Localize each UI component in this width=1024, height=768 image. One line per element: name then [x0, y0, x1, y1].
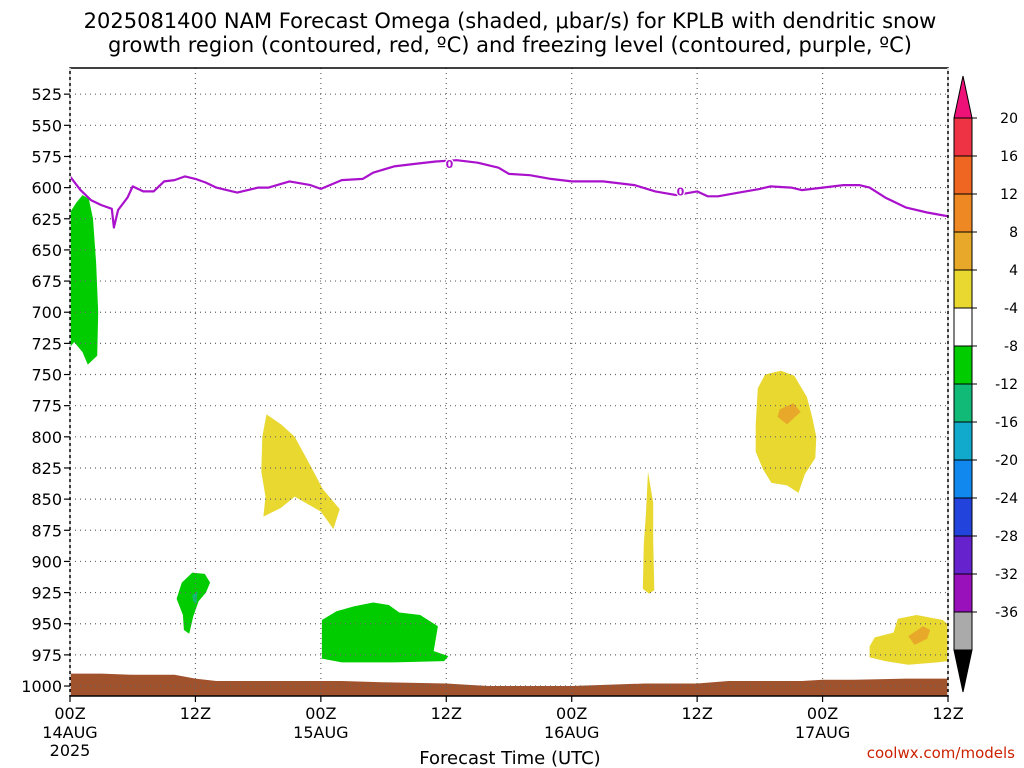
- omega-region: [908, 626, 931, 645]
- y-tick-label: 950: [31, 615, 62, 634]
- colorbar-bottom-arrow: [953, 649, 973, 693]
- colorbar-swatch: [953, 383, 973, 423]
- y-tick-label: 825: [31, 459, 62, 478]
- y-tick-label: 675: [31, 272, 62, 291]
- colorbar-swatch: [953, 231, 973, 271]
- x-axis-title: Forecast Time (UTC): [419, 748, 600, 768]
- colorbar-swatch: [953, 535, 973, 575]
- omega-region: [321, 602, 449, 663]
- x-tick-date-label: 14AUG: [42, 723, 97, 742]
- colorbar-swatch: [953, 307, 973, 347]
- x-tick-label: 12Z: [681, 704, 712, 723]
- omega-region: [261, 414, 340, 529]
- y-tick-label: 575: [31, 147, 62, 166]
- omega-region: [642, 471, 655, 594]
- freezing-level-label: 0: [677, 185, 685, 198]
- colorbar-label: -32: [995, 567, 1018, 583]
- y-tick-label: 700: [31, 303, 62, 322]
- surface-ground: [70, 673, 948, 696]
- y-tick-label: 750: [31, 366, 62, 385]
- omega-region: [176, 572, 211, 634]
- plot-area: 0052555057560062565067570072575077580082…: [21, 67, 964, 760]
- y-tick-label: 650: [31, 241, 62, 260]
- colorbar-label: -8: [1004, 339, 1018, 355]
- omega-region: [70, 195, 99, 365]
- x-tick-label: 12Z: [180, 704, 211, 723]
- omega-region: [869, 615, 948, 665]
- colorbar: 20 16 12 8 4 -4 -8 -12 -16 -20 -24 -28 -32 -36: [953, 75, 1018, 693]
- colorbar-top-arrow: [953, 75, 973, 119]
- colorbar-swatch: [953, 193, 973, 233]
- colorbar-label: 20: [1000, 111, 1018, 127]
- colorbar-swatch: [953, 497, 973, 537]
- x-tick-label: 00Z: [54, 704, 85, 723]
- colorbar-label: -36: [995, 605, 1018, 621]
- x-tick-date-label: 17AUG: [795, 723, 850, 742]
- colorbar-swatch: [953, 421, 973, 461]
- x-tick-date-label: 16AUG: [544, 723, 599, 742]
- colorbar-label: -16: [995, 415, 1018, 431]
- colorbar-label: -12: [995, 377, 1018, 393]
- credit-link[interactable]: coolwx.com/models: [867, 744, 1015, 762]
- chart-title-line-1: 2025081400 NAM Forecast Omega (shaded, μ…: [84, 9, 937, 33]
- colorbar-swatch: [953, 611, 973, 651]
- y-tick-label: 600: [31, 179, 62, 198]
- y-tick-label: 875: [31, 521, 62, 540]
- chart-title-line-2: growth region (contoured, red, ºC) and f…: [108, 33, 912, 57]
- omega-region: [192, 591, 198, 604]
- colorbar-swatch: [953, 459, 973, 499]
- y-tick-label: 1000: [21, 677, 62, 696]
- x-tick-label: 00Z: [807, 704, 838, 723]
- y-tick-label: 900: [31, 552, 62, 571]
- colorbar-label: -20: [995, 453, 1018, 469]
- y-tick-label: 800: [31, 428, 62, 447]
- x-tick-label: 00Z: [556, 704, 587, 723]
- colorbar-label: -4: [1004, 301, 1018, 317]
- y-tick-label: 775: [31, 397, 62, 416]
- y-tick-label: 975: [31, 646, 62, 665]
- y-tick-label: 925: [31, 584, 62, 603]
- freezing-level-label: 0: [446, 158, 454, 171]
- omega-region: [777, 403, 801, 425]
- y-tick-label: 625: [31, 210, 62, 229]
- colorbar-label: 12: [1000, 187, 1018, 203]
- colorbar-swatch: [953, 345, 973, 385]
- colorbar-swatch: [953, 573, 973, 613]
- x-tick-label: 12Z: [932, 704, 963, 723]
- x-tick-label: 00Z: [305, 704, 336, 723]
- colorbar-label: 4: [1009, 263, 1018, 279]
- plot-content: 00: [70, 68, 948, 696]
- plot-background: [70, 68, 948, 696]
- y-tick-label: 850: [31, 490, 62, 509]
- y-tick-label: 525: [31, 85, 62, 104]
- colorbar-swatch: [953, 269, 973, 309]
- x-tick-label: 12Z: [431, 704, 462, 723]
- omega-region: [755, 370, 817, 493]
- colorbar-label: -24: [995, 491, 1018, 507]
- x-tick-date-label: 15AUG: [293, 723, 348, 742]
- colorbar-label: 16: [1000, 149, 1018, 165]
- x-tick-year-label: 2025: [50, 741, 91, 760]
- colorbar-swatch: [953, 117, 973, 157]
- y-tick-label: 725: [31, 334, 62, 353]
- y-tick-label: 550: [31, 116, 62, 135]
- freezing-level-line: [70, 159, 948, 229]
- colorbar-label: -28: [995, 529, 1018, 545]
- colorbar-label: 8: [1009, 225, 1018, 241]
- colorbar-swatch: [953, 155, 973, 195]
